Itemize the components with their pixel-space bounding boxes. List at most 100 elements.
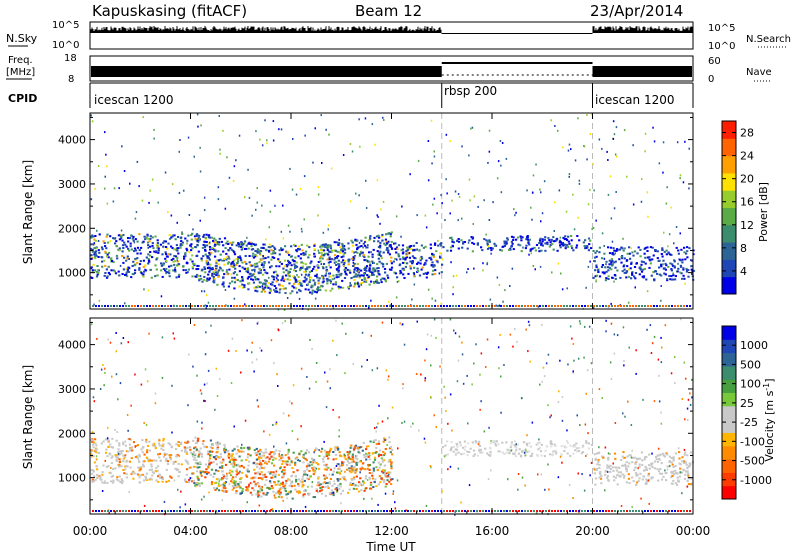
scatter-point — [146, 449, 149, 452]
scatter-point — [226, 240, 229, 243]
scatter-point — [633, 469, 636, 472]
scatter-point — [362, 480, 365, 483]
scatter-point — [397, 254, 400, 257]
scatter-point — [134, 257, 137, 260]
scatter-point — [203, 196, 206, 199]
freq-tick-bottom: 8 — [68, 74, 74, 85]
scatter-point — [433, 197, 436, 200]
scatter-point — [432, 269, 435, 272]
scatter-point — [227, 450, 230, 453]
scatter-point — [344, 267, 347, 269]
scatter-point — [273, 464, 276, 467]
near-range-point — [107, 305, 109, 307]
scatter-point — [184, 459, 187, 462]
scatter-point — [122, 460, 125, 463]
scatter-point — [168, 265, 171, 268]
scatter-point — [549, 243, 552, 246]
scatter-point — [270, 485, 273, 487]
scatter-point — [267, 256, 270, 259]
scatter-point — [250, 248, 253, 251]
scatter-point — [138, 469, 141, 472]
scatter-point — [281, 481, 284, 484]
scatter-point — [411, 255, 414, 258]
scatter-point — [457, 247, 460, 250]
scatter-point — [676, 270, 679, 273]
scatter-point — [466, 247, 469, 250]
scatter-point — [626, 455, 629, 458]
scatter-point — [169, 454, 172, 456]
scatter-point — [285, 264, 288, 266]
scatter-point — [218, 243, 221, 246]
scatter-point — [682, 181, 685, 184]
scatter-point — [342, 253, 345, 256]
scatter-point — [475, 441, 478, 444]
scatter-point — [117, 234, 120, 237]
scatter-point — [353, 262, 356, 265]
scatter-point — [104, 250, 107, 253]
scatter-point — [370, 280, 373, 283]
scatter-point — [389, 471, 392, 474]
scatter-point — [540, 243, 543, 246]
scatter-point — [225, 270, 228, 273]
scatter-point — [92, 235, 95, 238]
near-range-point — [479, 305, 481, 307]
scatter-point — [186, 446, 189, 449]
scatter-point — [230, 455, 233, 457]
scatter-point — [97, 249, 100, 252]
near-range-point — [518, 305, 520, 307]
scatter-point — [352, 482, 355, 485]
scatter-point — [207, 266, 209, 269]
scatter-point — [168, 269, 171, 272]
scatter-point — [116, 456, 119, 459]
scatter-point — [426, 271, 430, 274]
scatter-point — [467, 268, 469, 270]
scatter-point — [372, 452, 375, 455]
scatter-point — [133, 241, 136, 244]
scatter-point — [328, 133, 330, 136]
scatter-point — [202, 440, 205, 443]
scatter-point — [651, 246, 654, 249]
scatter-point — [191, 247, 194, 250]
scatter-point — [297, 276, 300, 278]
scatter-point — [321, 265, 325, 268]
scatter-point — [377, 234, 380, 237]
scatter-point — [175, 448, 178, 451]
scatter-point — [568, 173, 571, 175]
scatter-point — [561, 288, 564, 291]
scatter-point — [288, 457, 291, 460]
scatter-point — [111, 446, 115, 449]
scatter-point — [241, 278, 244, 281]
scatter-point — [378, 466, 381, 469]
scatter-point — [195, 459, 198, 462]
scatter-point — [278, 450, 281, 453]
scatter-point — [489, 442, 492, 445]
scatter-point — [278, 488, 281, 491]
scatter-point — [418, 249, 421, 251]
scatter-point — [369, 264, 372, 267]
scatter-point — [113, 187, 116, 190]
scatter-point — [306, 477, 309, 480]
near-range-point — [104, 305, 106, 307]
scatter-point — [259, 251, 262, 254]
scatter-point — [466, 271, 468, 274]
scatter-point — [411, 298, 413, 301]
scatter-point — [230, 453, 233, 456]
scatter-point — [627, 473, 630, 476]
near-range-point — [251, 305, 253, 307]
scatter-point — [402, 269, 405, 271]
scatter-point — [322, 277, 325, 280]
scatter-point — [168, 272, 171, 275]
scatter-point — [138, 476, 141, 479]
scatter-point — [169, 475, 172, 478]
scatter-point — [257, 450, 260, 453]
scatter-point — [329, 478, 332, 480]
scatter-point — [101, 473, 104, 476]
scatter-point — [222, 483, 225, 486]
scatter-point — [115, 478, 118, 481]
near-range-point — [578, 305, 580, 307]
scatter-point — [330, 249, 333, 252]
scatter-point — [683, 477, 687, 480]
scatter-point — [606, 476, 609, 479]
scatter-point — [258, 261, 261, 263]
scatter-point — [539, 265, 542, 268]
